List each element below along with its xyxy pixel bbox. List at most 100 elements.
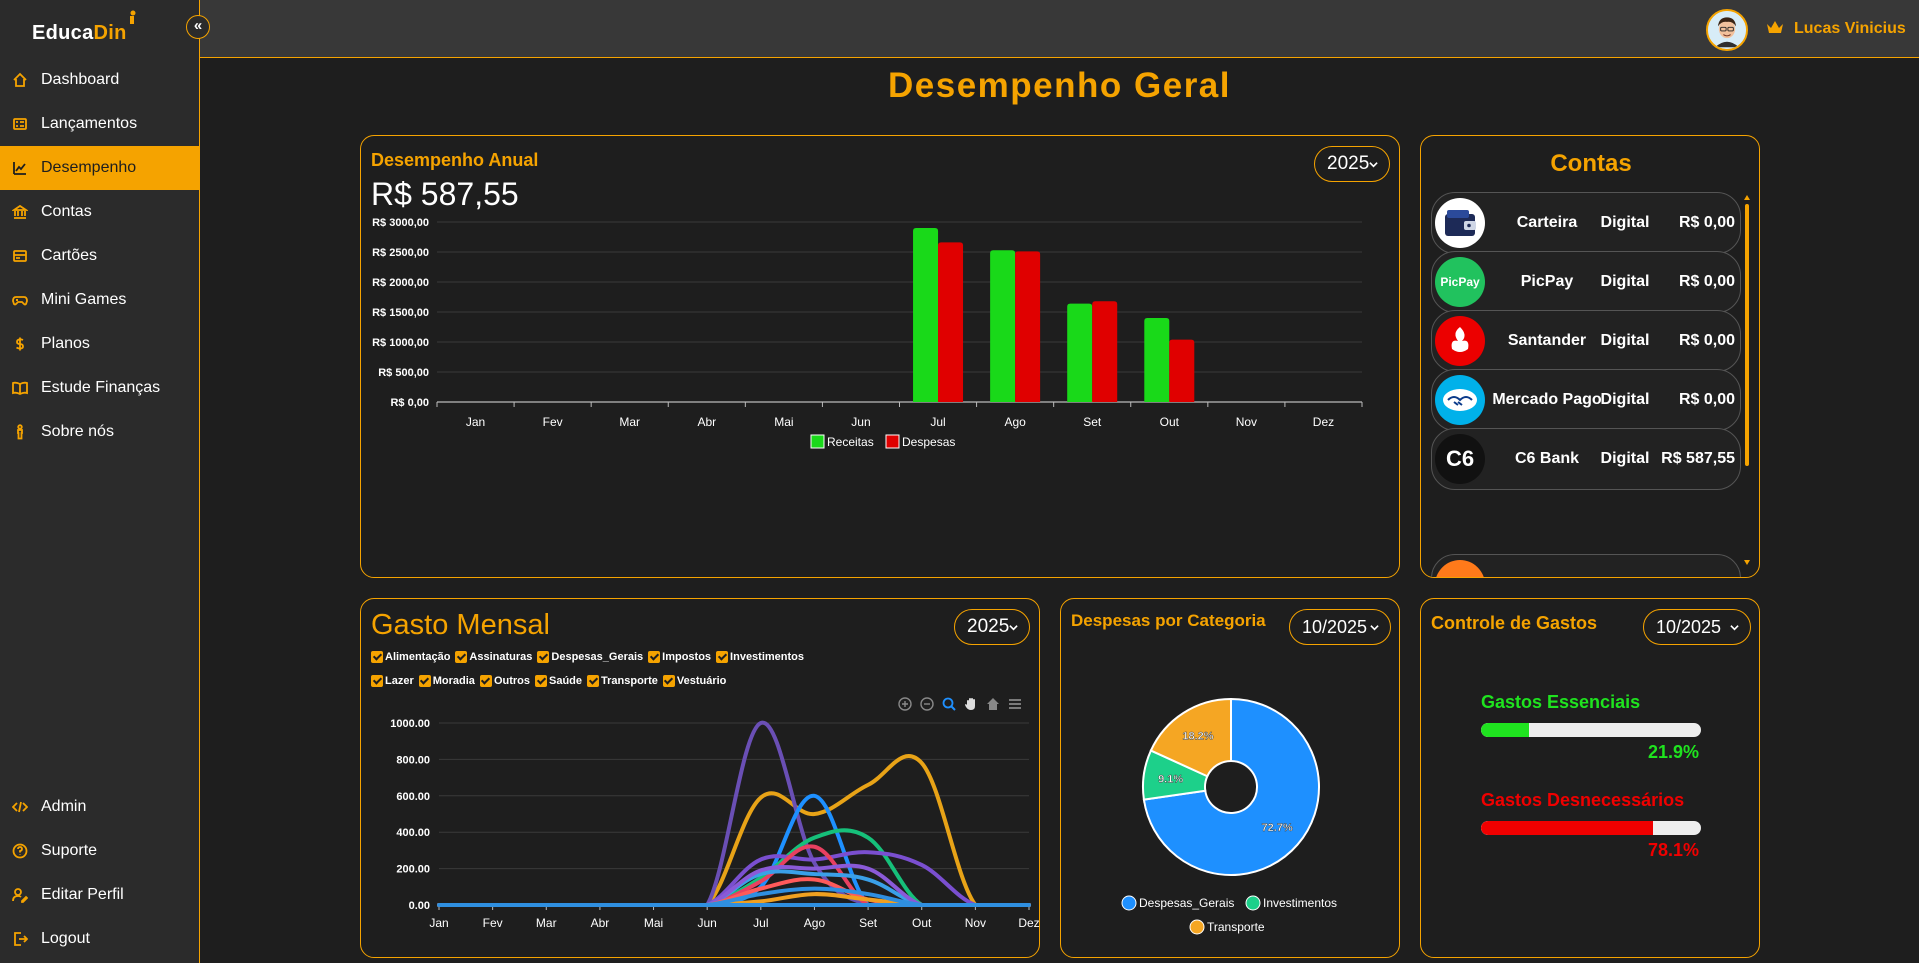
zoom-out-icon[interactable]	[919, 696, 936, 713]
sidebar-item-editar-perfil[interactable]: Editar Perfil	[0, 873, 199, 917]
bar-despesas-set[interactable]	[1092, 301, 1118, 402]
home-icon	[11, 71, 29, 89]
legend-toggle-assinaturas[interactable]: Assinaturas	[455, 651, 532, 663]
donut-slice-despesas-gerais[interactable]	[1142, 697, 1320, 876]
account-item[interactable]: Santander Digital R$ 0,00	[1431, 310, 1741, 372]
category-expenses-card: Despesas por Categoria 10/2025 72.7% 9.1%…	[1060, 598, 1400, 958]
donut-slice-label: 18.2%	[1182, 731, 1213, 743]
sidebar-item-planos[interactable]: Planos	[0, 322, 199, 366]
legend-swatch[interactable]	[810, 434, 825, 449]
accounts-card: Contas Carteira Digital R$ 0,00 PicPay PicPa…	[1420, 135, 1760, 578]
x-tick-label: Jul	[753, 916, 768, 930]
spending-control-title: Controle de Gastos	[1431, 613, 1598, 633]
sidebar-item-lan-amentos[interactable]: Lançamentos	[0, 102, 199, 146]
reset-home-icon[interactable]	[985, 696, 1002, 713]
account-item[interactable]: Mercado Pago Digital R$ 0,00	[1431, 369, 1741, 431]
sidebar-item-admin[interactable]: Admin	[0, 785, 199, 829]
account-item[interactable]: PicPay PicPay Digital R$ 0,00	[1431, 251, 1741, 313]
spending-control-card: Controle de Gastos 10/2025 Gastos Essenc…	[1420, 598, 1760, 958]
sidebar-item-desempenho[interactable]: Desempenho	[0, 146, 199, 190]
category-period-select[interactable]: 10/2025	[1289, 609, 1391, 645]
legend-toggle-alimenta-o[interactable]: Alimentação	[371, 651, 450, 663]
sidebar-item-contas[interactable]: Contas	[0, 190, 199, 234]
x-tick-label: Jun	[851, 415, 870, 429]
page-title: Desempenho Geral	[888, 66, 1231, 105]
legend-toggle-lazer[interactable]: Lazer	[371, 675, 414, 687]
legend-label: Lazer	[385, 675, 414, 687]
menu-icon[interactable]	[1007, 696, 1024, 713]
user-name[interactable]: Lucas Vinicius	[1794, 20, 1906, 37]
legend-marker[interactable]	[1189, 919, 1205, 935]
sidebar-item-logout[interactable]: Logout	[0, 917, 199, 961]
legend-toggle-sa-de[interactable]: Saúde	[535, 675, 582, 687]
sidebar-item-cart-es[interactable]: Cartões	[0, 234, 199, 278]
x-tick-label: Ago	[1004, 415, 1026, 429]
magnifier-icon[interactable]	[941, 696, 958, 713]
avatar[interactable]	[1706, 9, 1748, 51]
account-name: Santander	[1507, 332, 1587, 349]
gamepad-icon	[11, 291, 29, 309]
x-tick-label: Nov	[1236, 415, 1257, 429]
donut-slice-transporte[interactable]	[1149, 697, 1232, 778]
sidebar-item-mini-games[interactable]: Mini Games	[0, 278, 199, 322]
bar-receitas-out[interactable]	[1144, 318, 1170, 402]
category-legend-row-2: Lazer Moradia Outros Saúde Transporte Vestuár…	[371, 675, 731, 687]
sidebar-item-dashboard[interactable]: Dashboard	[0, 58, 199, 102]
account-balance: R$ 0,00	[1678, 214, 1735, 231]
unnecessary-spending-percent: 78.1%	[1647, 840, 1699, 860]
x-tick-label: Mar	[536, 916, 557, 930]
legend-marker[interactable]	[1245, 895, 1261, 911]
sidebar-item-suporte[interactable]: Suporte	[0, 829, 199, 873]
collapse-sidebar-button[interactable]: «	[186, 15, 210, 39]
sidebar-item-sobre-n-s[interactable]: Sobre nós	[0, 410, 199, 454]
bar-receitas-ago[interactable]	[990, 250, 1016, 402]
sidebar-item-label: Editar Perfil	[41, 886, 124, 903]
sidebar-item-label: Sobre nós	[41, 423, 114, 440]
x-tick-label: Nov	[965, 916, 986, 930]
account-item-partial[interactable]	[1431, 554, 1741, 577]
chevron-down-icon	[1730, 625, 1739, 631]
checkbox-checked-icon	[535, 675, 547, 687]
legend-label[interactable]: Investimentos	[1263, 896, 1337, 910]
legend-label[interactable]: Receitas	[827, 435, 874, 449]
donut-slice-label: 9.1%	[1158, 773, 1183, 785]
accounts-scrollbar[interactable]	[1744, 194, 1750, 566]
zoom-in-icon[interactable]	[897, 696, 914, 713]
legend-label[interactable]: Transporte	[1207, 920, 1265, 934]
legend-toggle-transporte[interactable]: Transporte	[587, 675, 658, 687]
legend-toggle-outros[interactable]: Outros	[479, 675, 530, 687]
monthly-year-select[interactable]: 2025	[954, 609, 1030, 645]
legend-toggle-vestu-rio[interactable]: Vestuário	[662, 675, 726, 687]
account-item[interactable]: Carteira Digital R$ 0,00	[1431, 192, 1741, 254]
annual-year-select[interactable]: 2025	[1314, 146, 1390, 182]
x-tick-label: Fev	[483, 916, 503, 930]
bar-receitas-set[interactable]	[1067, 303, 1093, 402]
account-item[interactable]: C6 C6 Bank Digital R$ 587,55	[1431, 428, 1741, 490]
user-edit-icon	[11, 886, 29, 904]
chart-toolbar	[897, 696, 1024, 713]
account-type: Digital	[1600, 450, 1650, 467]
control-period-select[interactable]: 10/2025	[1643, 609, 1751, 645]
legend-label[interactable]: Despesas	[902, 435, 955, 449]
y-tick-label: 200.00	[396, 864, 430, 876]
legend-toggle-impostos[interactable]: Impostos	[648, 651, 711, 663]
bar-despesas-ago[interactable]	[1015, 251, 1041, 402]
pan-hand-icon[interactable]	[963, 696, 980, 713]
essential-spending-bar	[1481, 723, 1701, 737]
bar-despesas-out[interactable]	[1169, 339, 1195, 402]
legend-swatch[interactable]	[885, 434, 900, 449]
x-tick-label: Fev	[543, 415, 563, 429]
y-tick-label: 0.00	[409, 900, 430, 912]
annual-performance-card: Desempenho Anual R$ 587,55 2025 R$ 0,00 R…	[360, 135, 1400, 578]
y-tick-label: R$ 2000,00	[372, 277, 429, 289]
bar-receitas-jul[interactable]	[913, 228, 939, 402]
legend-toggle-despesas-gerais[interactable]: Despesas_Gerais	[537, 651, 643, 663]
legend-toggle-moradia[interactable]: Moradia	[418, 675, 475, 687]
chevron-down-icon	[1369, 162, 1378, 168]
legend-toggle-investimentos[interactable]: Investimentos	[716, 651, 804, 663]
app-logo[interactable]: EducaDin	[32, 10, 136, 45]
sidebar-item-estude-finan-as[interactable]: Estude Finanças	[0, 366, 199, 410]
legend-marker[interactable]	[1121, 895, 1137, 911]
legend-label[interactable]: Despesas_Gerais	[1139, 896, 1234, 910]
bar-despesas-jul[interactable]	[938, 242, 964, 402]
